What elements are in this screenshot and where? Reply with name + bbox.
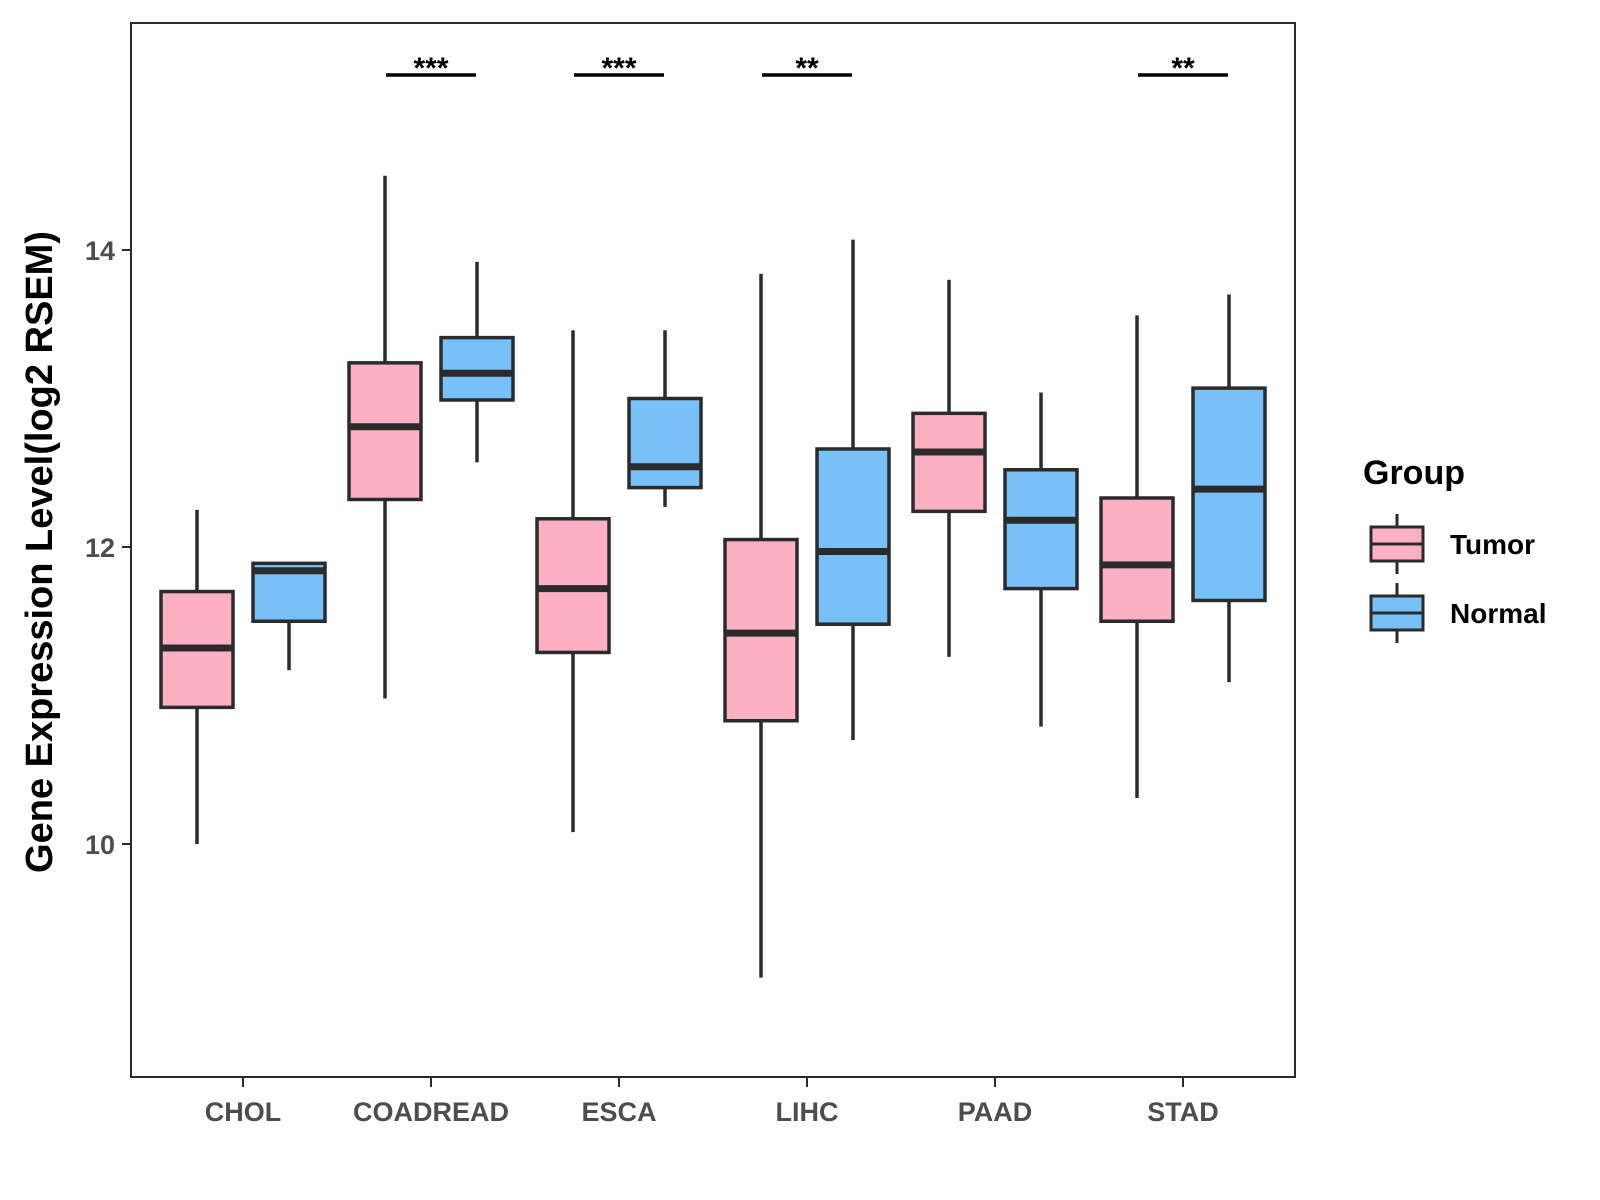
box-normal-coadread (439, 261, 515, 463)
box-iqr (627, 396, 703, 490)
box-iqr (347, 361, 423, 502)
x-tick-label: ESCA (581, 1097, 656, 1127)
y-tick-label: 12 (85, 533, 115, 563)
x-axis: CHOL COADREAD ESCA LIHC PAAD STAD (205, 1077, 1219, 1127)
boxes-layer (159, 175, 1267, 978)
box-iqr (439, 335, 515, 402)
box-iqr (911, 411, 987, 514)
sig-label: ** (795, 52, 819, 85)
legend-label: Normal (1450, 598, 1546, 629)
x-tick-label: CHOL (205, 1097, 282, 1127)
legend-item-tumor: Tumor (1369, 514, 1535, 574)
significance-layer: *** *** ** ** (386, 52, 1228, 85)
box-normal-lihc (815, 239, 891, 741)
sig-esca: *** (574, 52, 664, 85)
legend-title: Group (1363, 454, 1465, 492)
legend-item-normal: Normal (1369, 583, 1546, 643)
box-normal-paad (1003, 392, 1079, 727)
x-tick-label: LIHC (776, 1097, 839, 1127)
x-tick-label: PAAD (958, 1097, 1033, 1127)
y-axis: 10 12 14 (85, 236, 131, 860)
y-tick-label: 14 (85, 236, 115, 266)
legend-label: Tumor (1450, 529, 1535, 560)
sig-label: ** (1171, 52, 1195, 85)
box-tumor-lihc (723, 273, 799, 978)
sig-coadread: *** (386, 52, 476, 85)
sig-label: *** (413, 52, 448, 85)
x-tick-label: STAD (1147, 1097, 1219, 1127)
box-normal-chol (251, 561, 327, 671)
legend: Group Tumor Normal (1363, 454, 1546, 643)
y-tick-label: 10 (85, 830, 115, 860)
box-iqr (1191, 386, 1267, 603)
y-axis-title: Gene Expression Level(log2 RSEM) (19, 231, 61, 873)
legend-items: Tumor Normal (1369, 514, 1546, 643)
sig-stad: ** (1138, 52, 1228, 85)
box-iqr (1099, 496, 1175, 623)
box-normal-esca (627, 330, 703, 507)
box-iqr (1003, 468, 1079, 591)
x-tick-label: COADREAD (353, 1097, 509, 1127)
sig-label: *** (601, 52, 636, 85)
box-tumor-coadread (347, 175, 423, 699)
sig-lihc: ** (762, 52, 852, 85)
box-tumor-stad (1099, 315, 1175, 798)
box-tumor-paad (911, 279, 987, 657)
box-tumor-esca (535, 330, 611, 833)
box-iqr (815, 447, 891, 626)
box-tumor-chol (159, 509, 235, 844)
box-normal-stad (1191, 294, 1267, 683)
